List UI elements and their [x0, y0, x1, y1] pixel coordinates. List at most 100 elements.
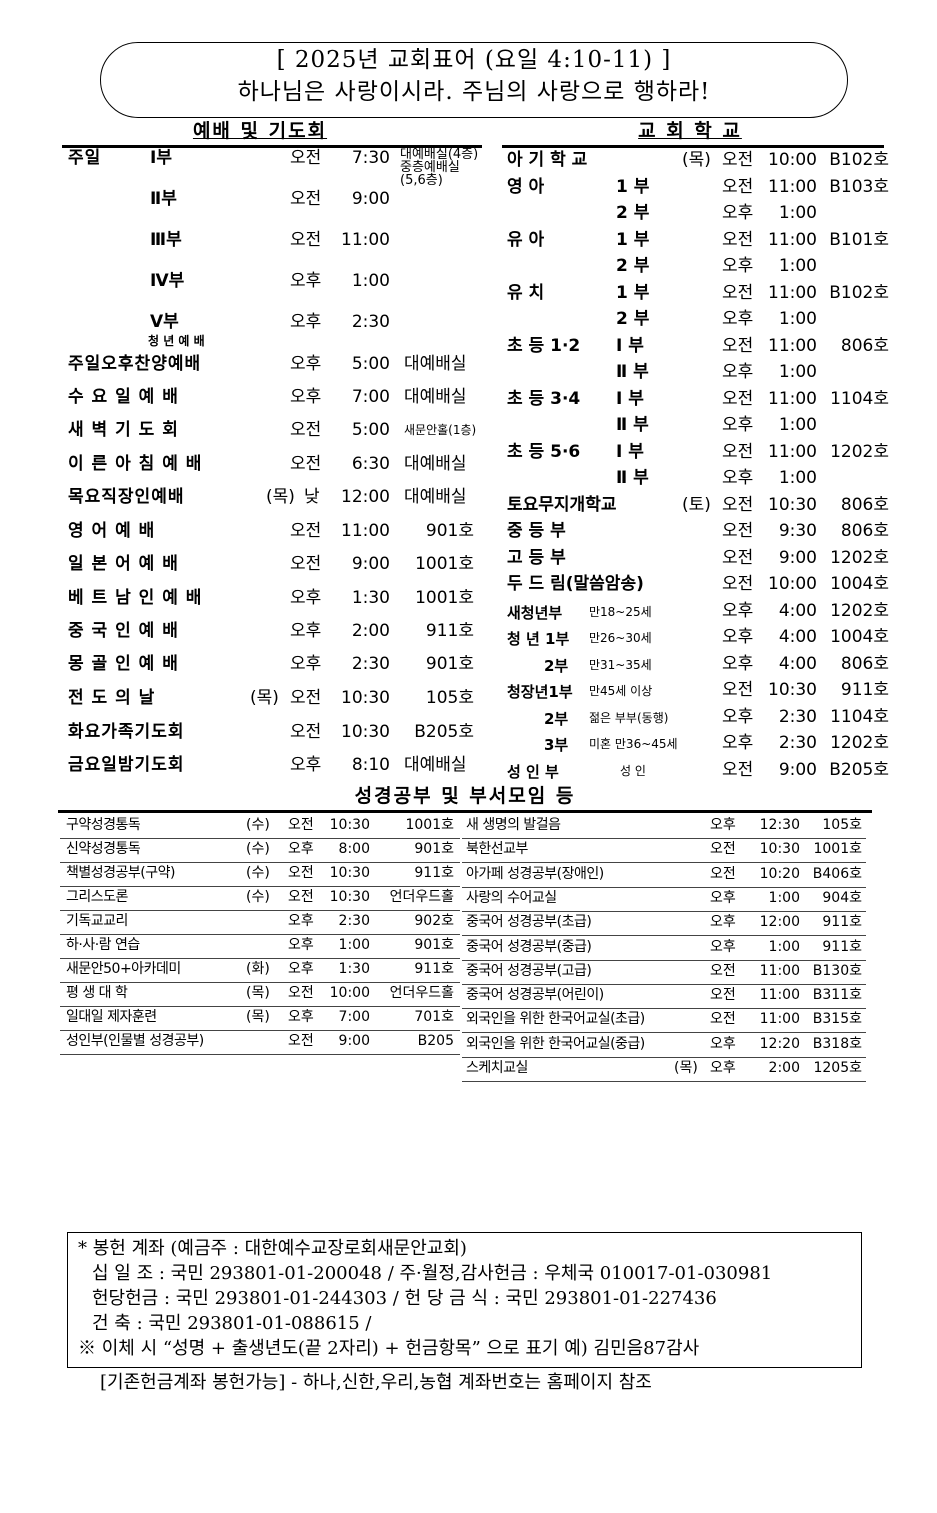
study-ampm: 오전 — [288, 985, 314, 1001]
school-time: 1:00 — [778, 468, 817, 488]
school-day: (토) — [682, 494, 711, 515]
study-ampm: 오후 — [710, 914, 736, 931]
worship-part: Ⅰ부 — [150, 148, 172, 168]
study-room: B311호 — [812, 987, 862, 1004]
school-label: 초 등 1·2 — [507, 335, 581, 356]
school-label: 청장년1부 — [507, 683, 573, 701]
school-label: 두 드 림(말씀암송) — [507, 574, 644, 594]
motto-banner: [ 2025년 교회표어 (요일 4:10-11) ] 하나님은 사랑이시라. … — [100, 42, 848, 118]
study-room: 911호 — [822, 914, 862, 931]
offering-footer: [기존헌금계좌 봉헌가능] - 하나,신한,우리,농협 계좌번호는 홈페이지 참… — [100, 1372, 652, 1393]
study-name: 신약성경통독 — [66, 841, 141, 857]
worship-time: 10:30 — [341, 688, 390, 708]
school-time: 10:00 — [768, 574, 817, 594]
school-part: Ⅱ 부 — [616, 362, 649, 382]
worship-ampm: 오전 — [290, 189, 322, 209]
study-name: 중국어 성경공부(어린이) — [466, 987, 604, 1004]
worship-time: 2:30 — [351, 312, 390, 332]
school-part: 1 부 — [616, 229, 650, 250]
study-time: 10:30 — [329, 865, 370, 881]
worship-ampm: 오전 — [290, 420, 322, 440]
worship-name: 베 트 남 인 예 배 — [68, 588, 203, 608]
study-name: 아가페 성경공부(장애인) — [466, 865, 604, 882]
school-part: 2 부 — [616, 256, 650, 276]
study-day: (목) — [246, 1009, 270, 1025]
school-ampm: 오후 — [722, 600, 754, 621]
school-label: 초 등 5·6 — [507, 441, 581, 462]
worship-day: (목) — [266, 487, 295, 507]
study-room: 1001호 — [405, 817, 454, 833]
school-part: 2 부 — [616, 203, 650, 223]
study-row: 중국어 성경공부(중급) 오후 1:00 911호 — [462, 936, 866, 961]
school-ampm: 오전 — [722, 441, 754, 462]
school-room: B101호 — [829, 229, 889, 250]
school-label: 유 아 — [507, 229, 545, 250]
worship-time: 11:00 — [341, 521, 390, 541]
school-ampm: 오전 — [722, 680, 754, 700]
worship-name: 일 본 어 예 배 — [68, 554, 179, 574]
school-time: 11:00 — [768, 335, 817, 356]
school-rule — [502, 145, 884, 148]
school-label: 2부 — [544, 709, 569, 728]
study-time: 7:00 — [338, 1009, 370, 1025]
study-room: B130호 — [812, 962, 862, 979]
school-time: 11:00 — [768, 229, 817, 250]
school-ampm: 오전 — [722, 282, 754, 303]
study-row: 외국인을 위한 한국어교실(초급) 오전 11:00 B315호 — [462, 1008, 866, 1034]
worship-name: 영 어 예 배 — [68, 521, 156, 541]
study-name: 외국인을 위한 한국어교실(초급) — [466, 1011, 645, 1028]
school-room: 806호 — [840, 494, 889, 515]
worship-place: 대예배실 — [404, 354, 467, 374]
study-name: 스케치교실 — [466, 1060, 528, 1076]
school-label: 토요무지개학교 — [507, 494, 617, 515]
study-room: 904호 — [822, 889, 862, 906]
study-name: 구약성경통독 — [66, 817, 141, 833]
school-room: 1104호 — [830, 388, 889, 409]
study-time: 1:00 — [768, 889, 800, 906]
study-ampm: 오후 — [288, 937, 314, 953]
study-time: 9:00 — [338, 1033, 370, 1049]
school-ampm: 오후 — [722, 309, 754, 329]
offering-box: * 봉헌 계좌 (예금주 : 대한예수교장로회새문안교회) 십 일 조 : 국민… — [67, 1232, 862, 1368]
study-day: (목) — [674, 1060, 698, 1076]
school-label: 3부 — [544, 736, 569, 754]
study-name: 하·사·람 연습 — [66, 937, 140, 953]
study-name: 새 생명의 발걸음 — [466, 817, 561, 833]
worship-place: 중층예배실 — [400, 160, 460, 175]
school-time: 2:30 — [778, 733, 817, 753]
offering-line-dedication: 헌당헌금 : 국민 293801-01-244303 / 헌 당 금 식 : 국… — [92, 1288, 717, 1309]
study-day: (목) — [246, 985, 270, 1001]
study-time: 2:30 — [338, 913, 370, 929]
study-row: 하·사·람 연습 오후 1:00 901호 — [60, 934, 460, 959]
worship-part: Ⅲ부 — [150, 230, 182, 250]
worship-title: 예배 및 기도회 — [192, 120, 328, 142]
worship-time: 2:30 — [351, 654, 390, 674]
worship-ampm: 오전 — [290, 521, 322, 541]
school-time: 1:00 — [778, 256, 817, 276]
worship-place: B205호 — [414, 722, 474, 742]
study-row: 중국어 성경공부(고급) 오전 11:00 B130호 — [462, 960, 866, 985]
study-name: 중국어 성경공부(고급) — [466, 962, 592, 979]
school-time: 11:00 — [768, 441, 817, 462]
school-part: Ⅰ 부 — [616, 388, 644, 409]
school-room: B102호 — [829, 150, 889, 170]
school-time: 2:30 — [778, 706, 817, 727]
school-ampm: 오후 — [722, 468, 754, 488]
study-room: 701호 — [414, 1009, 454, 1025]
school-note: 만45세 이상 — [589, 684, 653, 698]
study-time: 11:00 — [759, 962, 800, 979]
study-time: 10:00 — [329, 985, 370, 1001]
school-room: 806호 — [840, 653, 889, 674]
study-ampm: 오전 — [288, 1033, 314, 1049]
study-ampm: 오후 — [710, 1035, 736, 1052]
school-day: (목) — [682, 150, 711, 170]
school-part: Ⅰ 부 — [616, 441, 644, 462]
worship-name: 수 요 일 예 배 — [68, 387, 179, 407]
school-time: 9:00 — [778, 547, 817, 568]
school-time: 4:00 — [778, 600, 817, 621]
school-ampm: 오전 — [722, 547, 754, 568]
study-room: B406호 — [812, 865, 862, 882]
study-room: B318호 — [812, 1035, 862, 1052]
worship-ampm: 오전 — [290, 688, 322, 708]
school-room: 911호 — [840, 680, 889, 700]
